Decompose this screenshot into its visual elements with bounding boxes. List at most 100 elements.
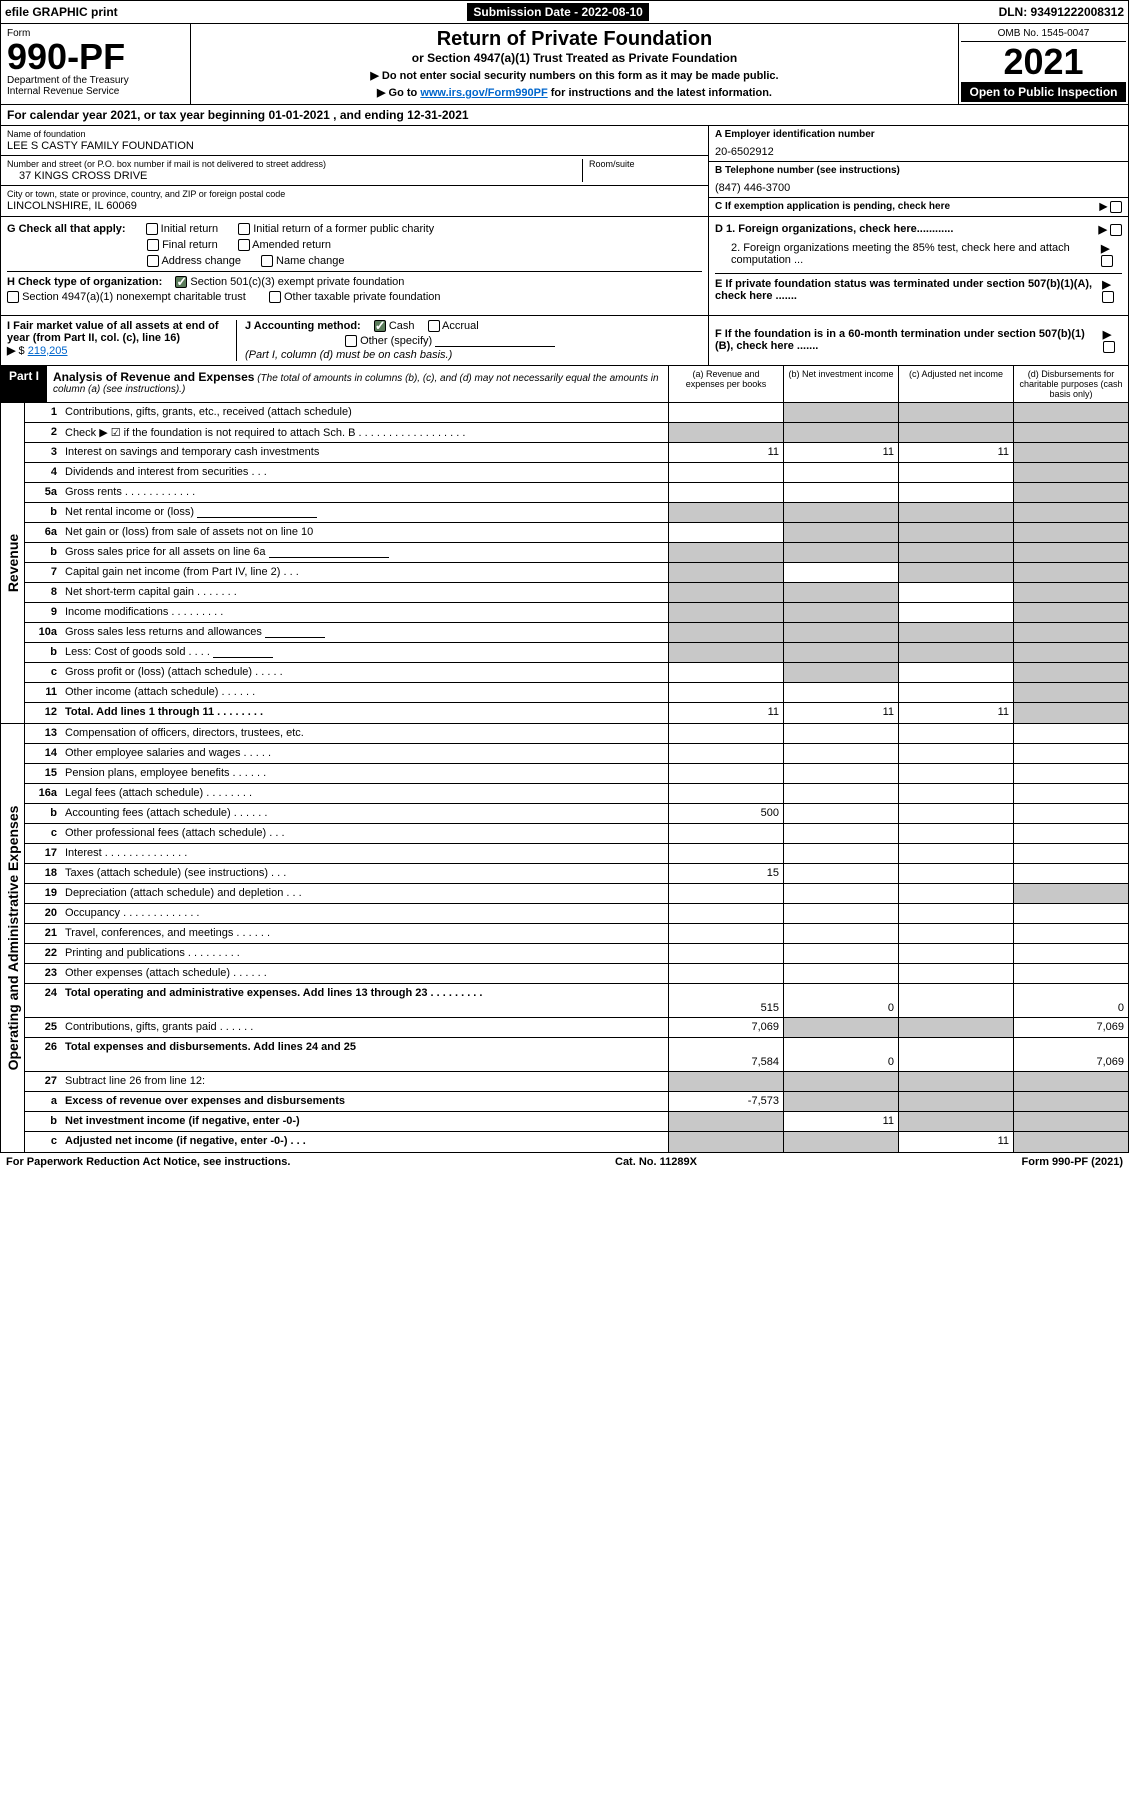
line-5b: Net rental income or (loss) [61,503,668,522]
part1-header-row: Part I Analysis of Revenue and Expenses … [0,366,1129,403]
header-center: Return of Private Foundation or Section … [191,24,958,104]
part1-title: Analysis of Revenue and Expenses [53,370,254,384]
val-25d: 7,069 [1013,1018,1128,1037]
instr-2: ▶ Go to www.irs.gov/Form990PF for instru… [199,86,950,99]
accrual-checkbox[interactable] [428,320,440,332]
c-checkbox[interactable] [1110,201,1122,213]
sec501-checkbox[interactable] [175,276,187,288]
initial-return-checkbox[interactable] [146,223,158,235]
dept-label: Department of the Treasury [7,75,184,86]
ein-label: A Employer identification number [715,129,1122,140]
f-checkbox[interactable] [1103,341,1115,353]
line-23: Other expenses (attach schedule) . . . .… [61,964,668,983]
instr-1: ▶ Do not enter social security numbers o… [199,69,950,82]
foundation-name-cell: Name of foundation LEE S CASTY FAMILY FO… [1,126,708,156]
form-number: 990-PF [7,39,184,75]
line-16a: Legal fees (attach schedule) . . . . . .… [61,784,668,803]
e-label: E If private foundation status was termi… [715,278,1102,302]
part1-label: Part I [1,366,47,402]
col-d-header: (d) Disbursements for charitable purpose… [1013,366,1128,402]
sec4947-label: Section 4947(a)(1) nonexempt charitable … [22,291,246,303]
line-15: Pension plans, employee benefits . . . .… [61,764,668,783]
sec4947-checkbox[interactable] [7,291,19,303]
footer-left: For Paperwork Reduction Act Notice, see … [6,1156,290,1168]
line-14: Other employee salaries and wages . . . … [61,744,668,763]
j-note: (Part I, column (d) must be on cash basi… [245,349,702,361]
other-taxable-label: Other taxable private foundation [284,291,441,303]
i-j-f-row: I Fair market value of all assets at end… [0,316,1129,366]
val-12c: 11 [898,703,1013,723]
accrual-label: Accrual [442,320,479,332]
irs-link[interactable]: www.irs.gov/Form990PF [420,87,547,99]
amended-return-checkbox[interactable] [238,239,250,251]
line-27b: Net investment income (if negative, ente… [61,1112,668,1131]
line-10c: Gross profit or (loss) (attach schedule)… [61,663,668,682]
cash-checkbox[interactable] [374,320,386,332]
line-16c: Other professional fees (attach schedule… [61,824,668,843]
fmv-value-link[interactable]: 219,205 [28,345,68,357]
other-taxable-checkbox[interactable] [269,291,281,303]
val-3b: 11 [783,443,898,462]
phone-label: B Telephone number (see instructions) [715,165,1122,176]
amended-return-label: Amended return [252,239,331,251]
val-3c: 11 [898,443,1013,462]
header-right: OMB No. 1545-0047 2021 Open to Public In… [958,24,1128,104]
omb-number: OMB No. 1545-0047 [961,26,1126,42]
ein-cell: A Employer identification number 20-6502… [709,126,1128,162]
line-27: Subtract line 26 from line 12: [61,1072,668,1091]
other-specify-checkbox[interactable] [345,335,357,347]
room-label: Room/suite [589,159,702,169]
i-label: I Fair market value of all assets at end… [7,320,219,344]
line-11: Other income (attach schedule) . . . . .… [61,683,668,702]
line-8: Net short-term capital gain . . . . . . … [61,583,668,602]
line-1: Contributions, gifts, grants, etc., rece… [61,403,668,422]
val-12b: 11 [783,703,898,723]
c-arrow-box: ▶ [1100,201,1122,213]
final-return-checkbox[interactable] [147,239,159,251]
d1-checkbox[interactable] [1110,224,1122,236]
f-cell: F If the foundation is in a 60-month ter… [708,316,1128,365]
name-change-label: Name change [276,255,345,267]
val-18a: 15 [668,864,783,883]
val-26a: 7,584 [668,1038,783,1071]
top-bar: efile GRAPHIC print Submission Date - 20… [0,0,1129,24]
f-label: F If the foundation is in a 60-month ter… [715,328,1103,352]
g-h-section: G Check all that apply: Initial return I… [0,217,1129,316]
sec501-label: Section 501(c)(3) exempt private foundat… [190,276,404,288]
instr2-post: for instructions and the latest informat… [548,87,772,99]
c-label: C If exemption application is pending, c… [715,201,950,212]
phone-cell: B Telephone number (see instructions) (8… [709,162,1128,198]
line-27c: Adjusted net income (if negative, enter … [61,1132,668,1152]
address-change-checkbox[interactable] [147,255,159,267]
val-27bb: 11 [783,1112,898,1131]
instr2-pre: ▶ Go to [377,87,420,99]
footer-row: For Paperwork Reduction Act Notice, see … [0,1153,1129,1171]
line-18: Taxes (attach schedule) (see instruction… [61,864,668,883]
initial-former-checkbox[interactable] [238,223,250,235]
line-4: Dividends and interest from securities .… [61,463,668,482]
revenue-side-label: Revenue [1,403,25,723]
form-title: Return of Private Foundation [199,28,950,51]
part1-desc: Analysis of Revenue and Expenses (The to… [47,366,668,402]
irs-label: Internal Revenue Service [7,86,184,97]
line-16b: Accounting fees (attach schedule) . . . … [61,804,668,823]
val-26b: 0 [783,1038,898,1071]
line-2: Check ▶ ☑ if the foundation is not requi… [61,423,668,442]
expenses-table: Operating and Administrative Expenses 13… [0,724,1129,1153]
line-20: Occupancy . . . . . . . . . . . . . [61,904,668,923]
name-change-checkbox[interactable] [261,255,273,267]
d2-checkbox[interactable] [1101,255,1113,267]
cash-label: Cash [389,320,415,332]
line-6b: Gross sales price for all assets on line… [61,543,668,562]
initial-return-label: Initial return [161,223,218,235]
line-19: Depreciation (attach schedule) and deple… [61,884,668,903]
info-left: Name of foundation LEE S CASTY FAMILY FO… [1,126,708,216]
col-c-header: (c) Adjusted net income [898,366,1013,402]
line-9: Income modifications . . . . . . . . . [61,603,668,622]
calendar-year-row: For calendar year 2021, or tax year begi… [0,105,1129,126]
e-checkbox[interactable] [1102,291,1114,303]
h-label: H Check type of organization: [7,276,162,288]
footer-mid: Cat. No. 11289X [615,1156,697,1168]
address-cell: Number and street (or P.O. box number if… [1,156,708,186]
dln: DLN: 93491222008312 [999,5,1124,19]
